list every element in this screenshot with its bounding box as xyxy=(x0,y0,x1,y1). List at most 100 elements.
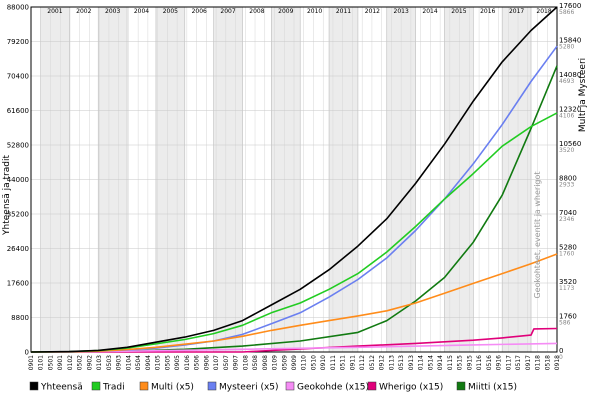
month-tick-label: 0108 xyxy=(242,355,249,370)
month-tick-label: 0503 xyxy=(106,355,113,370)
month-tick-label: 0513 xyxy=(398,355,405,370)
month-tick-label: 0914 xyxy=(437,355,444,370)
year-tick-label: 2006 xyxy=(192,8,207,15)
month-tick-label: 0916 xyxy=(496,355,503,370)
month-tick-label: 0114 xyxy=(418,355,425,370)
month-tick-label: 0109 xyxy=(272,355,279,370)
series-lines xyxy=(30,6,558,353)
right-tick-label: 7040 xyxy=(559,209,577,217)
month-tick-label: 0902 xyxy=(86,355,93,370)
year-tick-label: 2010 xyxy=(307,8,322,15)
month-tick-label: 0510 xyxy=(310,355,317,370)
legend-swatch xyxy=(456,381,466,391)
month-tick-label: 0105 xyxy=(155,355,162,370)
year-tick-label: 2002 xyxy=(76,8,91,15)
month-tick-label: 0118 xyxy=(535,355,542,370)
month-tick-label: 0910 xyxy=(320,355,327,370)
legend-swatch xyxy=(207,381,217,391)
month-tick-label: 0912 xyxy=(379,355,386,370)
series-line-miitti-x15 xyxy=(30,65,558,353)
month-tick-label: 0515 xyxy=(457,355,464,370)
right-gray-axis-ticks: 5866 5280 4693 4106 3520 2933 2346 1760 1173 586 0 xyxy=(559,9,574,361)
month-tick-label: 0103 xyxy=(96,355,103,370)
year-tick-label: 2003 xyxy=(105,8,120,15)
year-tick-label: 2004 xyxy=(134,8,149,15)
legend-label: Wherigo (x15) xyxy=(379,383,443,393)
legend-swatch xyxy=(91,381,101,391)
legend-label: Geokohde (x15) xyxy=(297,383,369,393)
month-tick-label: 0504 xyxy=(135,355,142,370)
right-axis-ticks: 1760015840140801232010560880070405280352… xyxy=(559,2,581,355)
left-tick-label: 44000 xyxy=(7,176,29,184)
year-tick-label: 2018 xyxy=(536,8,551,15)
legend-swatch xyxy=(139,381,149,391)
right-gray-tick-label: 0 xyxy=(559,354,563,361)
month-tick-label: 0907 xyxy=(233,355,240,370)
month-tick-label: 0508 xyxy=(252,355,259,370)
month-tick-label: 0104 xyxy=(125,355,132,370)
series-line-yhteens xyxy=(30,6,558,353)
month-tick-label: 0915 xyxy=(466,355,473,370)
month-tick-labels: 0901 0101 0501 0901 0102 0502 0902 0103 0503 0903… xyxy=(28,355,561,370)
year-tick-label: 2001 xyxy=(47,8,62,15)
left-tick-label: 17600 xyxy=(7,280,29,288)
year-tick-label: 2012 xyxy=(365,8,380,15)
right-gray-tick-label: 586 xyxy=(559,320,571,327)
month-tick-label: 0101 xyxy=(38,355,45,370)
legend-label: Yhteensä xyxy=(40,383,83,393)
month-tick-label: 0113 xyxy=(388,355,395,370)
y-axis-right-title: Multi ja Mysteeri xyxy=(578,58,588,132)
month-tick-label: 0115 xyxy=(447,355,454,370)
legend-label: Miitti (x15) xyxy=(468,383,517,393)
right-tick-label: 3520 xyxy=(559,278,577,286)
month-tick-label: 0507 xyxy=(223,355,230,370)
legend-label: Mysteeri (x5) xyxy=(219,383,279,393)
right-gray-tick-label: 4106 xyxy=(559,113,574,120)
month-tick-label: 0904 xyxy=(145,355,152,370)
year-tick-label: 2011 xyxy=(336,8,351,15)
month-tick-label: 0107 xyxy=(213,355,220,370)
month-tick-label: 0111 xyxy=(330,355,337,370)
month-tick-label: 0502 xyxy=(77,355,84,370)
year-tick-label: 2008 xyxy=(249,8,264,15)
right-tick-label: 15840 xyxy=(559,37,581,45)
y-axis-right-gray-title: Geokohteet, eventit ja wherigot xyxy=(533,171,542,298)
left-axis-ticks: 8800079200704006160052800440003520026400… xyxy=(7,4,29,357)
month-tick-label: 0514 xyxy=(427,355,434,370)
month-tick-label: 0903 xyxy=(116,355,123,370)
right-tick-label: 10560 xyxy=(559,140,581,148)
right-gray-tick-label: 3520 xyxy=(559,147,574,154)
month-tick-label: 0909 xyxy=(291,355,298,370)
series-line-wherigo-x15 xyxy=(31,327,558,353)
right-gray-tick-label: 1173 xyxy=(559,285,574,292)
right-tick-label: 0 xyxy=(559,347,563,355)
right-tick-label: 17600 xyxy=(559,2,581,10)
left-tick-label: 88000 xyxy=(7,4,29,12)
left-tick-label: 8800 xyxy=(11,314,29,322)
left-tick-label: 79200 xyxy=(7,38,29,46)
right-gray-tick-label: 1760 xyxy=(559,251,574,258)
y-axis-left-title: Yhteensä ja tradit xyxy=(2,155,12,236)
legend-swatch xyxy=(367,381,377,391)
month-tick-label: 0106 xyxy=(184,355,191,370)
year-tick-label: 2007 xyxy=(220,8,235,15)
month-tick-label: 0505 xyxy=(164,355,171,370)
left-tick-label: 70400 xyxy=(7,73,29,81)
right-gray-tick-label: 5866 xyxy=(559,9,574,16)
year-tick-label: 2014 xyxy=(422,8,437,15)
legend: Yhteensä Tradi Multi (x5) Mysteeri (x5) Geok… xyxy=(29,381,517,393)
right-tick-label: 14080 xyxy=(559,71,581,79)
month-tick-label: 0901 xyxy=(57,355,64,370)
year-tick-label: 2015 xyxy=(451,8,466,15)
month-tick-label: 0511 xyxy=(340,355,347,370)
month-tick-label: 0911 xyxy=(349,355,356,370)
legend-label: Multi (x5) xyxy=(151,383,194,393)
legend-label: Tradi xyxy=(102,383,125,393)
right-tick-label: 12320 xyxy=(559,106,581,114)
series-line-multi-x5 xyxy=(30,253,558,353)
month-tick-label: 0506 xyxy=(194,355,201,370)
month-tick-label: 0905 xyxy=(174,355,181,370)
month-tick-label: 0501 xyxy=(47,355,54,370)
month-tick-label: 0908 xyxy=(262,355,269,370)
